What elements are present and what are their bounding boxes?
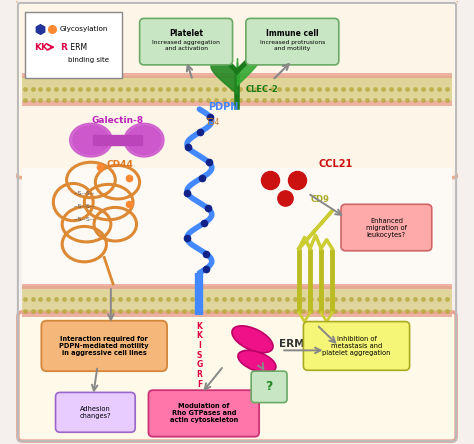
Polygon shape — [73, 126, 109, 155]
FancyBboxPatch shape — [55, 392, 135, 432]
FancyBboxPatch shape — [148, 390, 259, 436]
FancyBboxPatch shape — [341, 204, 432, 251]
Text: Inhibition of
metastasis and
platelet aggregation: Inhibition of metastasis and platelet ag… — [322, 336, 391, 356]
FancyBboxPatch shape — [246, 18, 339, 65]
Text: Interaction required for
PDPN-mediated motility
in aggressive cell lines: Interaction required for PDPN-mediated m… — [59, 336, 149, 356]
Text: Adhesion
changes?: Adhesion changes? — [80, 406, 111, 419]
Text: ERM: ERM — [279, 339, 305, 349]
FancyBboxPatch shape — [22, 73, 452, 78]
Text: CCL21: CCL21 — [319, 159, 353, 169]
Text: Galectin-8: Galectin-8 — [91, 116, 144, 125]
Text: Platelet: Platelet — [169, 28, 203, 37]
FancyBboxPatch shape — [22, 101, 452, 106]
Text: CD44: CD44 — [107, 160, 133, 169]
FancyBboxPatch shape — [22, 284, 452, 289]
FancyBboxPatch shape — [41, 321, 167, 371]
Text: S: S — [197, 351, 202, 360]
Text: ?: ? — [265, 381, 273, 393]
Text: Glycosylation: Glycosylation — [60, 27, 109, 32]
Text: Increased protrusions
and motility: Increased protrusions and motility — [260, 40, 325, 51]
Ellipse shape — [238, 350, 276, 373]
FancyBboxPatch shape — [22, 286, 452, 313]
Text: CD9: CD9 — [311, 195, 330, 204]
FancyBboxPatch shape — [251, 371, 287, 403]
Text: Immune cell: Immune cell — [266, 28, 319, 37]
FancyBboxPatch shape — [22, 167, 452, 313]
FancyBboxPatch shape — [140, 18, 233, 65]
FancyBboxPatch shape — [18, 312, 456, 441]
FancyBboxPatch shape — [22, 76, 452, 103]
Text: --S--S--: --S--S-- — [73, 204, 95, 209]
Text: R: R — [60, 43, 67, 52]
Ellipse shape — [232, 326, 273, 353]
Text: CLEC-2: CLEC-2 — [246, 85, 279, 94]
FancyBboxPatch shape — [13, 0, 461, 178]
Text: Modulation of
Rho GTPases and
actin cytoskeleton: Modulation of Rho GTPases and actin cyto… — [170, 404, 238, 424]
Text: G: G — [196, 361, 202, 369]
Text: --S--S--: --S--S-- — [73, 217, 95, 222]
FancyBboxPatch shape — [25, 12, 122, 78]
Text: I: I — [198, 341, 201, 350]
FancyBboxPatch shape — [22, 312, 452, 317]
Text: K: K — [196, 331, 202, 340]
Text: Enhanced
migration of
leukocytes?: Enhanced migration of leukocytes? — [366, 218, 407, 238]
Text: T34: T34 — [206, 118, 220, 127]
Text: P: P — [197, 400, 202, 408]
Text: --S--S--: --S--S-- — [73, 191, 95, 196]
Text: PDPN: PDPN — [208, 102, 238, 112]
Polygon shape — [127, 126, 161, 155]
Polygon shape — [124, 123, 164, 157]
Text: R: R — [196, 370, 202, 379]
Text: Increased aggregation
and activation: Increased aggregation and activation — [152, 40, 220, 51]
Text: binding site: binding site — [68, 57, 109, 63]
Text: KK: KK — [34, 43, 48, 52]
Text: ERM: ERM — [68, 43, 87, 52]
Text: F: F — [197, 380, 202, 389]
Polygon shape — [70, 123, 112, 157]
Text: S: S — [197, 390, 202, 399]
Text: K: K — [196, 321, 202, 330]
FancyBboxPatch shape — [303, 321, 410, 370]
